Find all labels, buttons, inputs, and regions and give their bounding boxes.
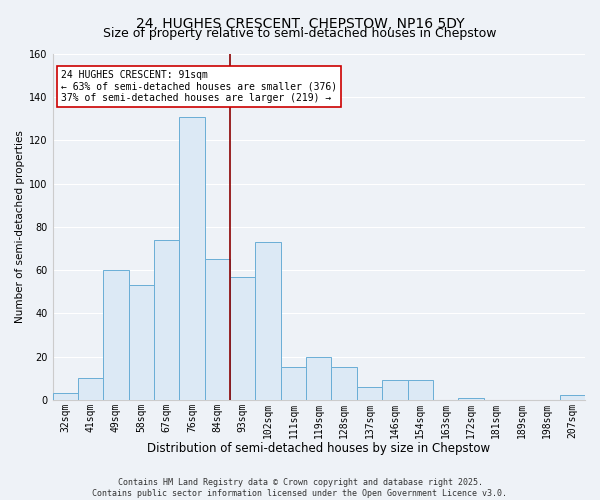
- Bar: [154, 240, 179, 400]
- Bar: [306, 356, 331, 400]
- Y-axis label: Number of semi-detached properties: Number of semi-detached properties: [15, 130, 25, 324]
- Bar: [53, 394, 78, 400]
- Bar: [103, 270, 128, 400]
- Text: Contains HM Land Registry data © Crown copyright and database right 2025.
Contai: Contains HM Land Registry data © Crown c…: [92, 478, 508, 498]
- Bar: [78, 378, 103, 400]
- Text: Size of property relative to semi-detached houses in Chepstow: Size of property relative to semi-detach…: [103, 28, 497, 40]
- Bar: [128, 286, 154, 400]
- Bar: [407, 380, 433, 400]
- Bar: [331, 368, 357, 400]
- Bar: [458, 398, 484, 400]
- Text: 24, HUGHES CRESCENT, CHEPSTOW, NP16 5DY: 24, HUGHES CRESCENT, CHEPSTOW, NP16 5DY: [136, 18, 464, 32]
- Bar: [281, 368, 306, 400]
- Bar: [230, 276, 256, 400]
- Bar: [560, 396, 585, 400]
- Bar: [179, 116, 205, 400]
- Bar: [357, 387, 382, 400]
- Bar: [382, 380, 407, 400]
- X-axis label: Distribution of semi-detached houses by size in Chepstow: Distribution of semi-detached houses by …: [147, 442, 490, 455]
- Bar: [256, 242, 281, 400]
- Text: 24 HUGHES CRESCENT: 91sqm
← 63% of semi-detached houses are smaller (376)
37% of: 24 HUGHES CRESCENT: 91sqm ← 63% of semi-…: [61, 70, 337, 103]
- Bar: [205, 260, 230, 400]
